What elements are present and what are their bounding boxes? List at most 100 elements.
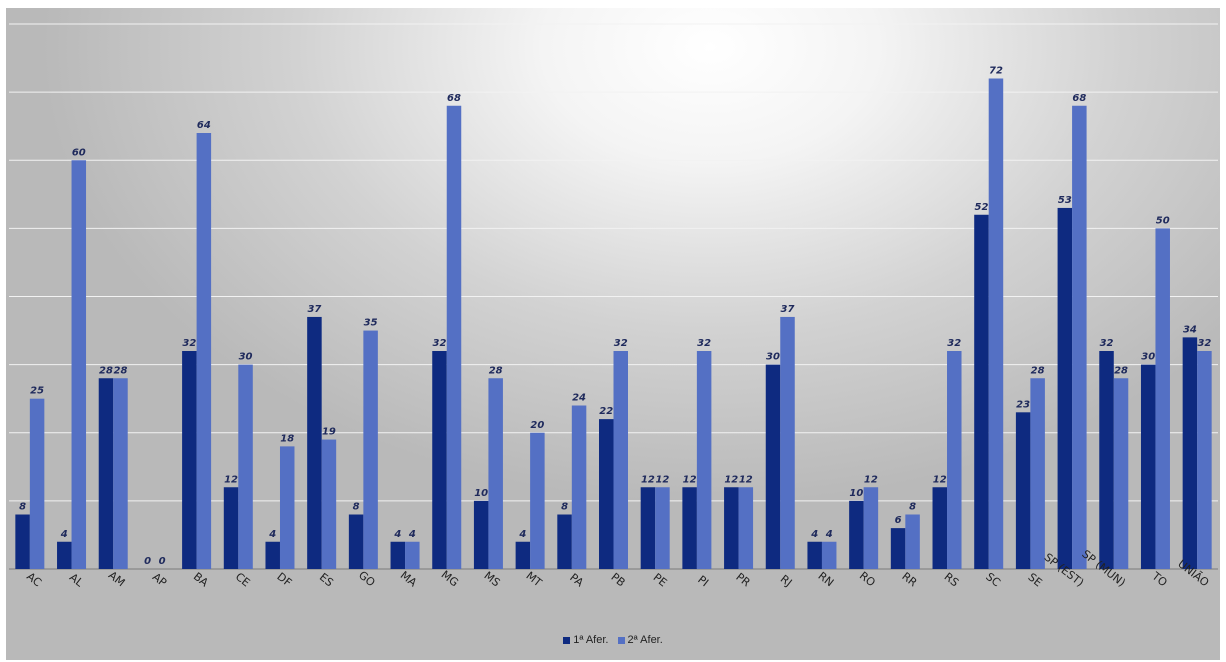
data-label: 68: [1072, 93, 1086, 104]
category-tick-label: TO: [1149, 569, 1170, 590]
data-label: 12: [739, 474, 753, 485]
data-label: 28: [99, 365, 113, 376]
bar-rn-series-2: [821, 541, 837, 569]
bar-ce-series-2: [238, 364, 253, 569]
data-label: 8: [561, 502, 568, 513]
category-tick-label: PA: [567, 571, 586, 590]
bar-to-series-1: [1140, 364, 1156, 569]
bar-rr-series-1: [890, 528, 906, 569]
bar-rs-series-1: [932, 487, 948, 569]
bar-mt-series-1: [515, 541, 531, 569]
bar-ce-series-1: [223, 487, 239, 569]
bar-ma-series-1: [390, 541, 406, 569]
category-tick-label: BA: [191, 570, 211, 590]
legend-swatch-series-1: [563, 636, 571, 644]
data-label: 20: [530, 420, 544, 431]
bar-pa-series-1: [557, 514, 572, 569]
data-label: 12: [641, 474, 655, 485]
bar-rj-series-2: [780, 316, 795, 569]
data-label: 10: [474, 488, 488, 499]
bar-mt-series-2: [530, 432, 545, 569]
bar-uni-o-series-2: [1197, 351, 1212, 569]
bar-sp-est--series-1: [1057, 207, 1073, 569]
data-label: 24: [572, 393, 586, 404]
data-label: 8: [19, 502, 26, 513]
bar-es-series-1: [307, 316, 322, 569]
data-label: 12: [933, 474, 947, 485]
data-label: 28: [489, 365, 503, 376]
bar-df-series-2: [279, 446, 295, 569]
category-tick-label: MS: [482, 569, 503, 589]
bar-se-series-2: [1030, 378, 1045, 569]
data-label: 12: [864, 474, 878, 485]
bar-sp-est--series-2: [1072, 105, 1087, 569]
bar-rs-series-2: [947, 351, 962, 569]
legend-swatch-series-2: [617, 636, 625, 644]
bar-ma-series-2: [405, 541, 420, 569]
data-label: 28: [114, 365, 128, 376]
data-label: 32: [433, 338, 447, 349]
bar-am-series-2: [113, 378, 128, 569]
data-label: 6: [895, 515, 902, 526]
bar-pr-series-2: [738, 487, 754, 569]
data-label: 18: [280, 433, 294, 444]
bars: [15, 78, 1212, 569]
data-label: 32: [697, 338, 711, 349]
bar-ac-series-2: [29, 398, 45, 569]
data-label: 32: [614, 338, 628, 349]
data-label: 4: [825, 529, 833, 540]
data-label: 28: [1114, 365, 1128, 376]
bar-to-series-2: [1155, 228, 1170, 569]
bar-ac-series-1: [15, 514, 30, 569]
bar-ba-series-2: [196, 133, 212, 569]
data-label: 8: [353, 502, 360, 513]
legend-label-series-1: 1ª Afer.: [573, 634, 609, 646]
data-label: 53: [1058, 195, 1072, 206]
bar-rr-series-2: [905, 514, 920, 569]
bar-rn-series-1: [807, 541, 822, 569]
category-tick-label: DF: [274, 570, 294, 589]
data-label: 52: [974, 202, 988, 213]
data-label: 12: [224, 474, 238, 485]
category-tick-label: PE: [651, 571, 670, 590]
data-label: 12: [724, 474, 738, 485]
category-tick-label: PI: [695, 573, 711, 589]
data-label: 12: [655, 474, 669, 485]
category-tick-label: AM: [106, 569, 127, 590]
bar-ro-series-1: [849, 500, 864, 569]
bar-pb-series-1: [599, 419, 614, 569]
category-tick-label: AL: [67, 571, 86, 590]
data-label: 32: [1197, 338, 1211, 349]
bar-rj-series-1: [765, 364, 781, 569]
category-tick-label: MG: [439, 568, 461, 589]
category-tick-label: CE: [233, 570, 253, 589]
bar-ro-series-2: [863, 487, 879, 569]
category-tick-label: PB: [608, 570, 627, 589]
data-label: 64: [197, 120, 211, 131]
data-label: 72: [989, 66, 1003, 77]
data-label: 30: [766, 352, 780, 363]
data-label: 8: [909, 502, 916, 513]
category-tick-label: RN: [816, 569, 837, 589]
category-tick-label: RR: [899, 570, 919, 590]
data-label: 22: [599, 406, 613, 417]
data-label: 32: [1100, 338, 1114, 349]
bar-pb-series-2: [613, 351, 628, 569]
category-tick-label: GO: [356, 569, 378, 590]
data-label: 4: [518, 529, 526, 540]
category-tick-label: SE: [1026, 571, 1045, 590]
data-label: 37: [307, 304, 321, 315]
data-label: 4: [268, 529, 276, 540]
category-tick-label: ES: [317, 571, 336, 590]
data-label: 4: [810, 529, 818, 540]
bar-sc-series-2: [988, 78, 1004, 569]
category-tick-label: MA: [398, 569, 420, 590]
category-tick-label: AC: [24, 570, 44, 590]
bar-mg-series-1: [432, 351, 447, 569]
bar-pi-series-1: [682, 487, 697, 569]
data-label: 30: [1141, 352, 1155, 363]
data-label: 35: [364, 318, 378, 329]
data-label: 60: [72, 147, 86, 158]
data-label: 68: [447, 93, 461, 104]
